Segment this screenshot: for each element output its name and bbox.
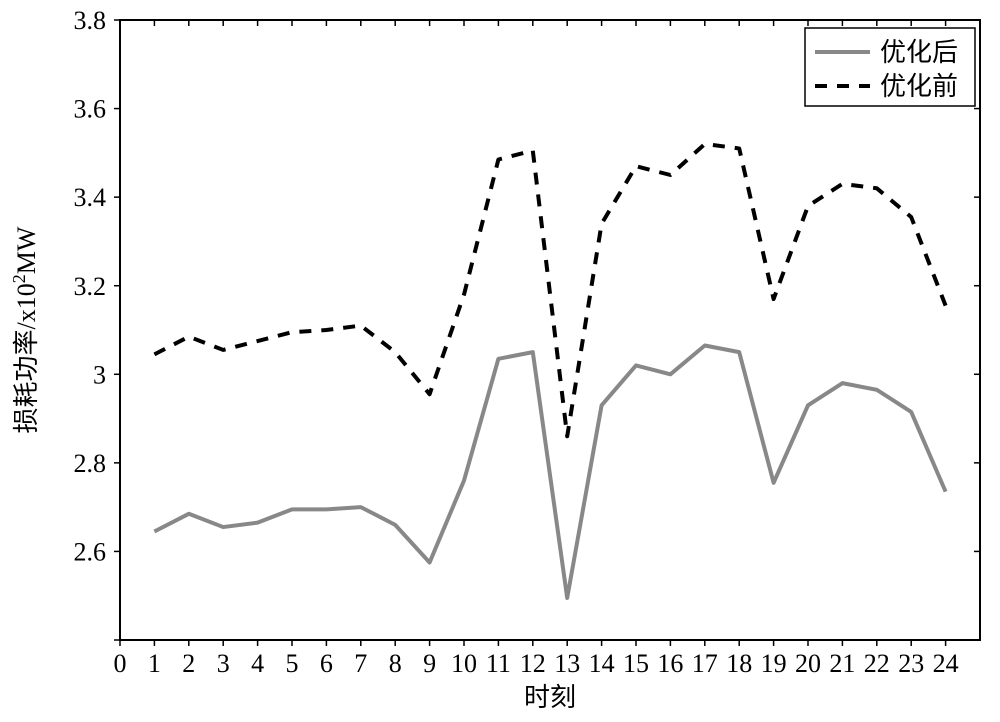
x-tick-label: 22 (864, 649, 890, 678)
x-tick-label: 12 (520, 649, 546, 678)
x-tick-label: 24 (933, 649, 959, 678)
x-tick-label: 17 (692, 649, 718, 678)
x-tick-label: 18 (726, 649, 752, 678)
x-tick-label: 5 (286, 649, 299, 678)
x-tick-label: 1 (148, 649, 161, 678)
legend-label-0: 优化后 (880, 38, 958, 67)
y-tick-label: 3 (93, 360, 106, 389)
x-tick-label: 7 (354, 649, 367, 678)
x-tick-label: 9 (423, 649, 436, 678)
x-tick-label: 11 (486, 649, 511, 678)
x-tick-label: 8 (389, 649, 402, 678)
x-tick-label: 2 (182, 649, 195, 678)
x-axis-label: 时刻 (524, 683, 576, 712)
x-tick-label: 0 (114, 649, 127, 678)
y-axis-label: 损耗功率/x102MW (9, 226, 41, 433)
y-tick-label: 2.6 (74, 538, 107, 567)
y-tick-label: 2.8 (74, 449, 107, 478)
chart-container: 0123456789101112131415161718192021222324… (0, 0, 1000, 722)
line-chart: 0123456789101112131415161718192021222324… (0, 0, 1000, 722)
x-tick-label: 15 (623, 649, 649, 678)
y-tick-label: 3.8 (74, 6, 107, 35)
x-tick-label: 19 (761, 649, 787, 678)
y-tick-label: 3.6 (74, 95, 107, 124)
y-tick-label: 3.4 (74, 183, 107, 212)
x-tick-label: 16 (657, 649, 683, 678)
x-tick-label: 23 (898, 649, 924, 678)
legend-label-1: 优化前 (880, 72, 958, 101)
x-tick-label: 21 (829, 649, 855, 678)
x-tick-label: 4 (251, 649, 264, 678)
x-tick-label: 3 (217, 649, 230, 678)
x-tick-label: 14 (589, 649, 615, 678)
chart-bg (0, 0, 1000, 722)
x-tick-label: 10 (451, 649, 477, 678)
y-tick-label: 3.2 (74, 272, 107, 301)
x-tick-label: 20 (795, 649, 821, 678)
x-tick-label: 6 (320, 649, 333, 678)
x-tick-label: 13 (554, 649, 580, 678)
